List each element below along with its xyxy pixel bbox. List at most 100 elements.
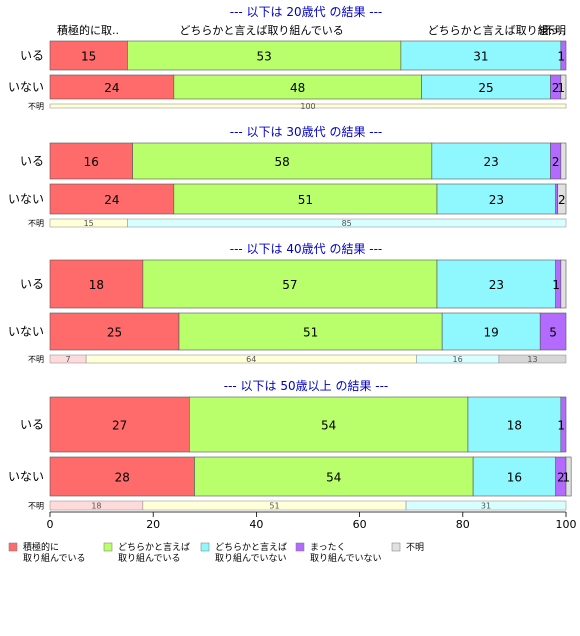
unknown-value-label: 13: [527, 355, 537, 364]
bar-segment: [194, 456, 474, 497]
bar-segment: [49, 142, 133, 180]
legend-swatch: [103, 542, 113, 552]
value-label: 48: [290, 81, 305, 95]
row-label: いない: [8, 325, 44, 339]
bar-segment: [421, 74, 551, 100]
unknown-bar-segment: [405, 500, 567, 511]
bar-segment: [49, 74, 175, 100]
bar-segment: [557, 183, 567, 215]
value-label: 1: [552, 278, 560, 292]
unknown-bar-segment: [127, 218, 567, 228]
panel-title: --- 以下は 40歳代 の結果 ---: [230, 242, 383, 256]
x-axis-tick-label: 40: [249, 518, 263, 531]
value-label: 25: [107, 326, 122, 340]
x-axis-tick-label: 20: [146, 518, 160, 531]
value-label: 57: [282, 278, 297, 292]
bar-segment: [142, 259, 438, 309]
bar-segment: [560, 142, 567, 180]
unknown-value-label: 100: [300, 102, 315, 111]
legend-swatch: [295, 542, 305, 552]
panel-title: --- 以下は 20歳代 の結果 ---: [230, 5, 383, 19]
unknown-row-label: 不明: [28, 219, 44, 228]
unknown-value-label: 15: [84, 219, 94, 228]
value-label: 51: [303, 326, 318, 340]
value-label: 2: [552, 81, 560, 95]
bar-segment: [49, 312, 180, 351]
unknown-value-label: 51: [269, 502, 279, 511]
value-label: 5: [549, 326, 557, 340]
legend-label: どちらかと言えば: [215, 541, 287, 553]
bar-segment: [132, 142, 433, 180]
value-label: 1: [557, 81, 565, 95]
value-label: 54: [326, 471, 341, 485]
bar-segment: [565, 456, 572, 497]
legend-label-line2: 取り組んでいる: [23, 552, 86, 564]
header-segment-label: どちらかと言えば取り組んでいる: [179, 24, 343, 37]
bar-segment: [49, 396, 190, 453]
bar-segment: [178, 312, 443, 351]
unknown-value-label: 18: [91, 502, 101, 511]
bar-segment: [400, 40, 562, 71]
value-label: 15: [81, 50, 96, 64]
unknown-value-label: 85: [342, 219, 352, 228]
legend-label-line2: 取り組んでいない: [215, 552, 287, 564]
value-label: 2: [558, 193, 566, 207]
bar-segment: [467, 396, 562, 453]
value-label: 18: [89, 278, 104, 292]
value-label: 58: [275, 155, 290, 169]
value-label: 1: [557, 419, 565, 433]
value-label: 31: [473, 50, 488, 64]
value-label: 27: [112, 419, 127, 433]
row-label: いない: [8, 80, 44, 94]
bar-segment: [431, 142, 551, 180]
bar-segment: [49, 40, 128, 71]
legend-swatch: [8, 542, 18, 552]
bar-segment: [441, 312, 541, 351]
legend-label: まったく: [310, 542, 346, 553]
panel-title: --- 以下は 30歳代 の結果 ---: [230, 125, 383, 139]
legend-label-line2: 取り組んでいる: [118, 552, 181, 564]
bar-segment: [189, 396, 469, 453]
value-label: 23: [489, 193, 504, 207]
x-axis-tick-label: 60: [353, 518, 367, 531]
unknown-bar-segment: [49, 103, 567, 109]
value-label: 51: [298, 193, 313, 207]
legend-label: どちらかと言えば: [118, 541, 190, 553]
row-label: いない: [8, 470, 44, 484]
x-axis-tick-label: 0: [47, 518, 54, 531]
header-segment-label: 積極的に取..: [57, 23, 119, 37]
value-label: 54: [321, 419, 336, 433]
legend-swatch: [391, 542, 401, 552]
bar-segment: [436, 259, 556, 309]
unknown-bar-segment: [498, 354, 567, 364]
bar-segment: [49, 259, 144, 309]
row-label: いない: [8, 192, 44, 206]
unknown-row-label: 不明: [28, 102, 44, 111]
value-label: 53: [256, 50, 271, 64]
bar-segment: [173, 183, 438, 215]
value-label: 19: [484, 326, 499, 340]
value-label: 24: [104, 193, 119, 207]
x-axis-tick-label: 100: [556, 518, 577, 531]
legend-label: 積極的に: [23, 541, 59, 553]
bar-segment: [472, 456, 556, 497]
row-label: いる: [20, 277, 44, 291]
bar-segment: [49, 456, 195, 497]
unknown-value-label: 31: [481, 502, 491, 511]
legend-label-line2: 取り組んでいない: [310, 552, 382, 564]
value-label: 16: [507, 471, 522, 485]
value-label: 2: [557, 471, 565, 485]
row-label: いる: [20, 49, 44, 63]
unknown-value-label: 16: [453, 355, 463, 364]
legend-swatch: [200, 542, 210, 552]
unknown-row-label: 不明: [28, 502, 44, 511]
unknown-value-label: 7: [66, 355, 71, 364]
bar-segment: [173, 74, 422, 100]
bar-segment: [560, 74, 567, 100]
header-segment-label: どちらかと言えば取り組..: [428, 24, 556, 37]
value-label: 24: [104, 81, 119, 95]
bar-segment: [436, 183, 556, 215]
value-label: 28: [115, 471, 130, 485]
value-label: 2: [552, 155, 560, 169]
